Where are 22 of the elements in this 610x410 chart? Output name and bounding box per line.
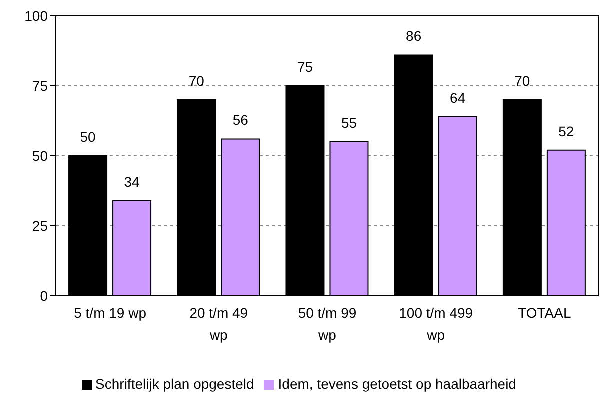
x-tick-label: 50 t/m 99 wp (298, 305, 357, 343)
data-label: 70 (188, 73, 205, 89)
data-label: 50 (80, 129, 96, 145)
x-tick-label: TOTAAL (518, 305, 572, 321)
legend-label: Schriftelijk plan opgesteld (96, 376, 254, 392)
x-tick-label: 20 t/m 49 wp (190, 305, 248, 343)
y-tick-label: 100 (24, 8, 48, 24)
data-label: 34 (124, 174, 140, 190)
y-tick-label: 50 (32, 148, 48, 164)
y-tick-label: 25 (32, 218, 48, 234)
data-label: 86 (406, 28, 422, 44)
y-tick-label: 0 (40, 288, 48, 304)
legend-label: Idem, tevens getoetst op haalbaarheid (278, 376, 516, 392)
x-tick-label: 5 t/m 19 wp (74, 305, 147, 321)
data-label: 56 (232, 112, 249, 128)
data-label: 52 (558, 123, 574, 140)
data-label: 75 (297, 59, 314, 75)
y-tick-label: 75 (32, 78, 48, 94)
data-label: 70 (514, 73, 530, 89)
x-tick-label: 100 t/m 499 wp (399, 305, 474, 343)
data-label: 55 (341, 115, 358, 131)
data-label: 64 (450, 90, 466, 106)
